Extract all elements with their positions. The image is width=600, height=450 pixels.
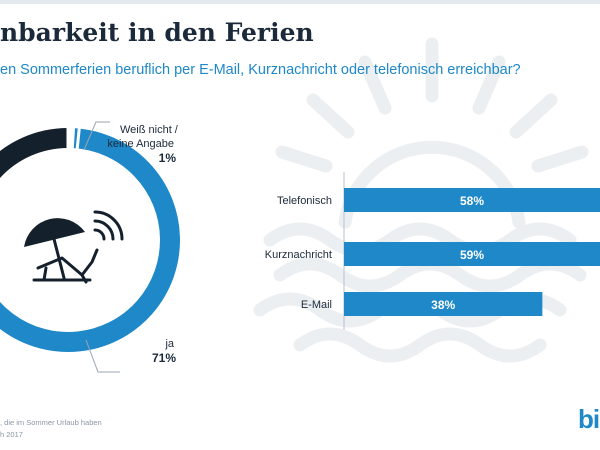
category-label: Kurznachricht: [265, 249, 332, 261]
leader-line-yes: [85, 339, 120, 373]
bar-kurznachricht: [344, 242, 600, 266]
bar-telefonisch: [344, 188, 600, 212]
value-label: 58%: [460, 194, 484, 208]
value-label: 59%: [460, 248, 484, 262]
source-line1: , die im Sommer Urlaub haben: [0, 418, 102, 427]
slice-nein: [0, 128, 69, 179]
leader-line-unknown: [83, 121, 110, 151]
unknown-label-line2: keine Angabe: [107, 138, 174, 150]
unknown-label-line1: Weiß nicht /: [120, 124, 178, 136]
value-label: 38%: [431, 298, 455, 312]
beach-chair-umbrella-icon: [24, 210, 124, 284]
separator-right: [75, 126, 81, 151]
yes-value: 71%: [151, 351, 176, 365]
unknown-value: 1%: [158, 151, 176, 165]
page-title: nbarkeit in den Ferien: [0, 18, 314, 47]
bar-e-mail: [344, 292, 543, 316]
source-line2: h 2017: [0, 430, 23, 439]
slice-ja: [0, 128, 180, 352]
statista-logo: bi: [578, 404, 600, 434]
top-rule: [0, 0, 600, 4]
yes-label: ja: [165, 338, 174, 350]
page-subtitle: en Sommerferien beruflich per E-Mail, Ku…: [0, 62, 521, 78]
category-label: Telefonisch: [277, 195, 332, 207]
category-label: E-Mail: [301, 299, 332, 311]
